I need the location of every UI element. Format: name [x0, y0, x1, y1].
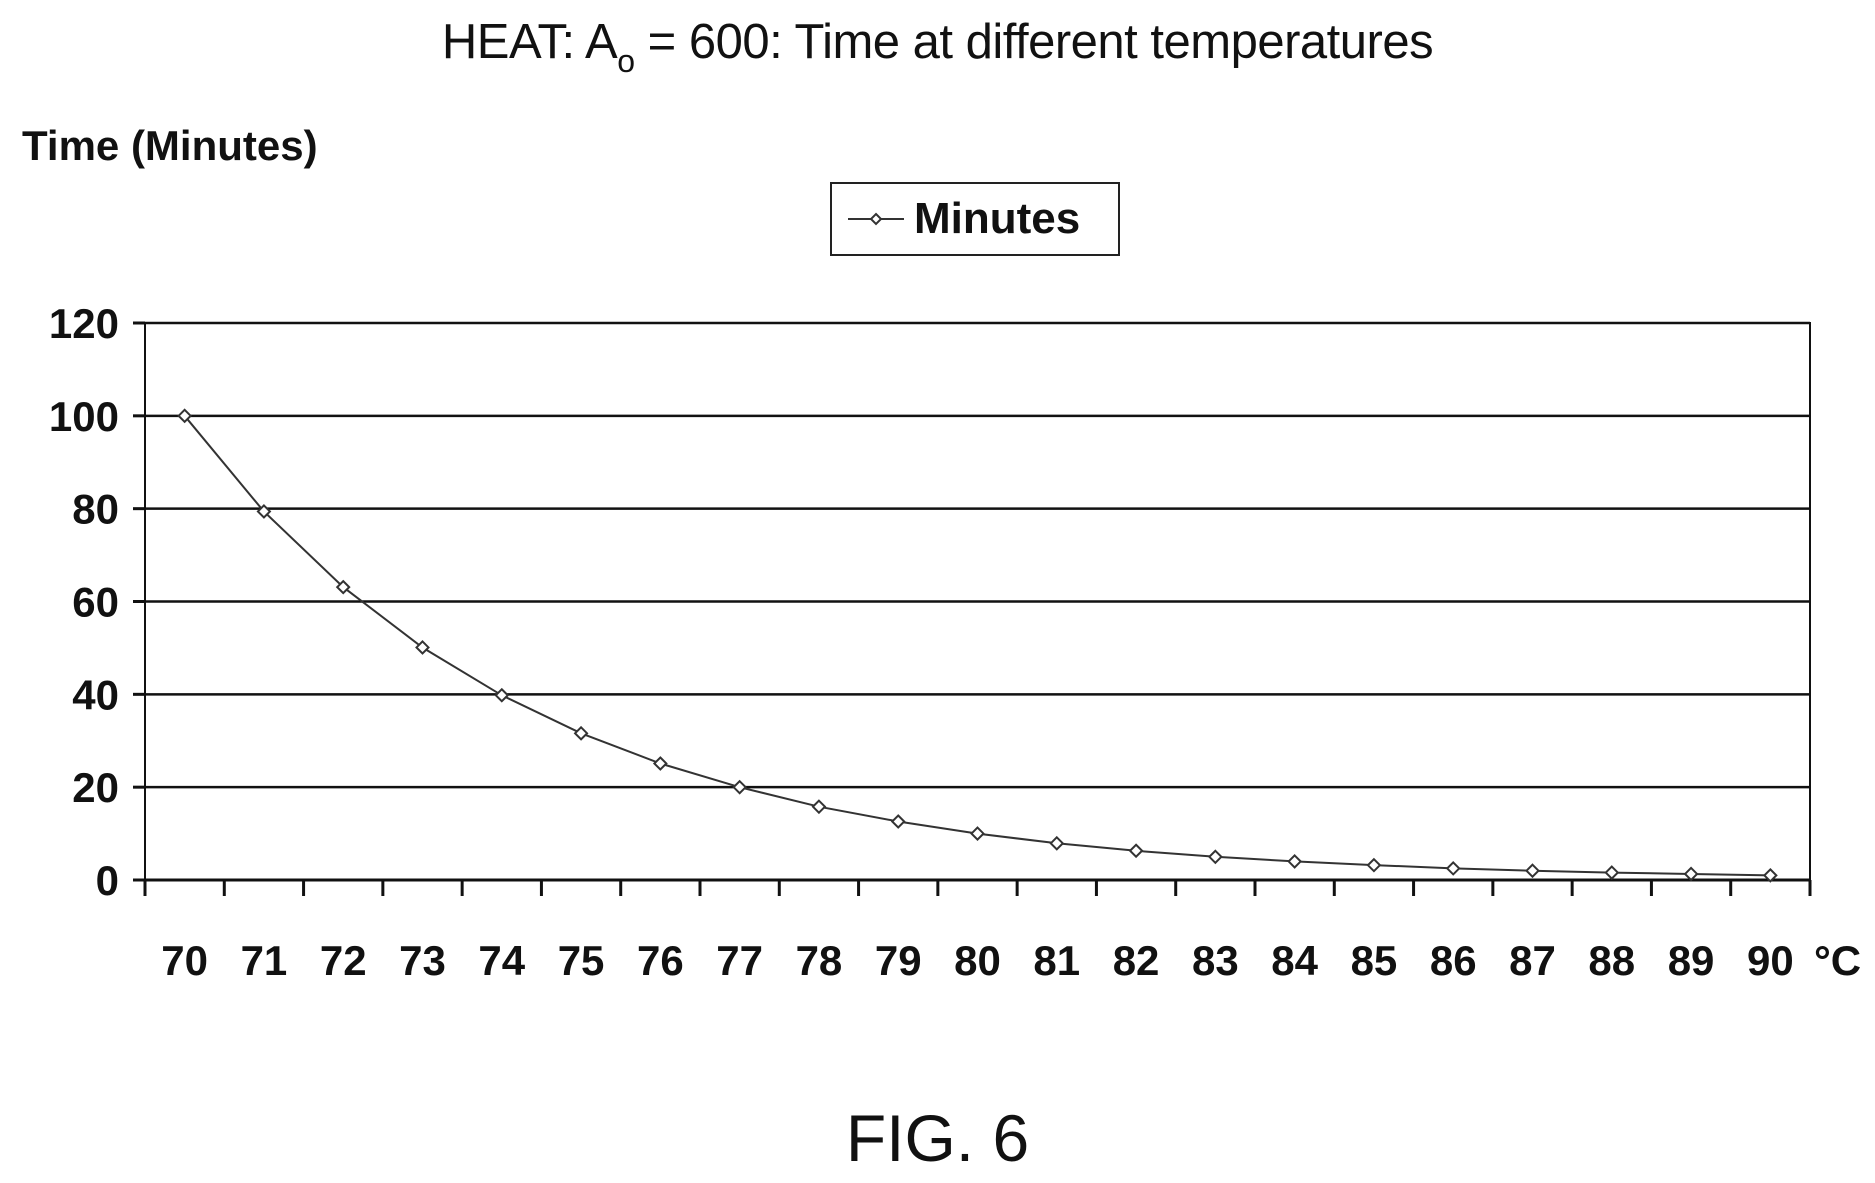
y-tick-label: 80 — [72, 486, 119, 533]
x-tick-label: 81 — [1033, 937, 1080, 984]
x-tick-label: 72 — [320, 937, 367, 984]
chart-title: HEAT: Ao = 600: Time at different temper… — [0, 14, 1875, 79]
x-tick-label: 85 — [1351, 937, 1398, 984]
data-point — [415, 640, 430, 655]
legend: Minutes — [830, 182, 1120, 256]
chart-title-main: HEAT: A — [441, 15, 618, 69]
data-point — [652, 756, 668, 771]
y-tick-label: 120 — [49, 300, 119, 347]
chart-title-rest: = 600: Time at different temperatures — [634, 15, 1434, 69]
x-tick-label: 80 — [954, 937, 1001, 984]
data-point — [890, 814, 906, 829]
plot-area: 0 20 40 60 80 100 120 70 71 72 73 74 75 76 77 78 79 80 81 8… — [49, 300, 1861, 984]
x-tick-label: 70 — [161, 937, 208, 984]
x-tick-label: 84 — [1271, 937, 1318, 984]
y-tick-label: 40 — [72, 671, 119, 718]
data-point — [335, 579, 351, 595]
data-point — [573, 725, 589, 741]
data-point — [1762, 867, 1778, 883]
x-tick-label: 73 — [399, 937, 446, 984]
x-tick-label: 76 — [637, 937, 684, 984]
y-axis-label: Time (Minutes) — [22, 122, 318, 169]
data-point — [256, 504, 272, 519]
y-tick-label: 0 — [96, 857, 119, 904]
chart-title-subscript: o — [617, 43, 635, 79]
data-point — [1366, 857, 1382, 873]
x-tick-label: 75 — [558, 937, 605, 984]
x-tick-label: 87 — [1509, 937, 1556, 984]
data-point — [177, 408, 193, 424]
x-unit-label: °C — [1814, 937, 1861, 984]
x-tick-label: 77 — [716, 937, 763, 984]
data-point — [970, 826, 985, 841]
y-tick-label: 20 — [72, 764, 119, 811]
data-point — [1604, 865, 1620, 880]
x-tick-label: 82 — [1113, 937, 1160, 984]
x-tick-label: 86 — [1430, 937, 1477, 984]
y-tick-label: 60 — [72, 579, 119, 626]
figure-caption: FIG. 6 — [845, 1101, 1030, 1175]
data-point — [1287, 854, 1303, 869]
x-tick-label: 74 — [478, 937, 525, 984]
data-point — [1525, 863, 1540, 879]
data-point — [811, 799, 827, 815]
y-tick-label: 100 — [49, 393, 119, 440]
data-point — [732, 779, 748, 795]
legend-label: Minutes — [914, 194, 1081, 243]
legend-marker-icon — [848, 212, 904, 226]
x-tick-label: 88 — [1588, 937, 1635, 984]
x-tick-label: 71 — [241, 937, 288, 984]
data-point — [1445, 860, 1461, 876]
x-tick-label: 89 — [1668, 937, 1715, 984]
x-tick-label: 83 — [1192, 937, 1239, 984]
data-point — [1128, 843, 1144, 859]
data-point — [1207, 849, 1223, 865]
data-point — [1683, 866, 1699, 882]
x-tick-label: 90 — [1747, 937, 1794, 984]
x-tick-label: 79 — [875, 937, 922, 984]
data-point — [1049, 835, 1065, 851]
x-tick-label: 78 — [796, 937, 843, 984]
data-point — [494, 687, 510, 703]
